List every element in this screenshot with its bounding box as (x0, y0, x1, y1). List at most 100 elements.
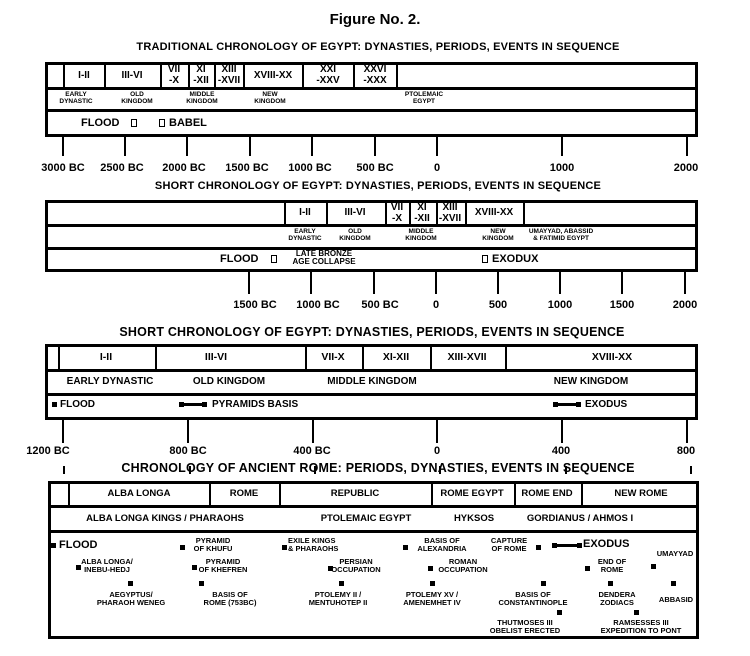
axis-tick (436, 419, 438, 443)
dynasty-label: GORDIANUS / AHMOS I (526, 513, 634, 524)
event-label: PTOLEMY II / MENTUHOTEP II (308, 590, 368, 607)
figure-title: Figure No. 2. (329, 11, 421, 28)
event-marker-icon (328, 566, 333, 571)
period-label: EARLY DYNASTIC (59, 91, 93, 105)
period-label: NEW KINGDOM (553, 376, 629, 387)
axis-tick-label: 0 (433, 445, 441, 457)
axis-tick-label: 800 BC (169, 445, 207, 457)
event-label: PYRAMID OF KHEFREN (198, 557, 248, 574)
row-divider (45, 369, 698, 372)
event-span-bar-icon (553, 544, 581, 547)
axis-tick (435, 272, 437, 294)
axis-tick-label: 1000 (549, 162, 575, 174)
axis-tick-label: 500 (488, 299, 508, 311)
cell-divider (385, 200, 387, 225)
axis-tick (684, 272, 686, 294)
event-label: RAMSESSES III EXPEDITION TO PONT (600, 618, 682, 635)
event-label: PTOLEMY XV / AMENEMHET IV (403, 590, 461, 607)
axis-tick (63, 466, 65, 474)
cell-divider (302, 62, 304, 88)
cell-divider (465, 200, 467, 225)
event-label: CAPTURE OF ROME (490, 536, 528, 553)
cell-divider (396, 62, 398, 88)
dynasty-label: HYKSOS (453, 513, 495, 524)
axis-tick-label: 500 BC (361, 299, 399, 311)
event-marker-icon (199, 581, 204, 586)
section-title: TRADITIONAL CHRONOLOGY OF EGYPT: DYNASTI… (136, 41, 620, 53)
event-marker-icon (671, 581, 676, 586)
event-marker-icon (76, 565, 81, 570)
event-marker-icon (577, 543, 582, 548)
event-marker-icon (192, 565, 197, 570)
row-divider (45, 393, 698, 396)
period-label: MIDDLE KINGDOM (186, 91, 218, 105)
dynasty-label: XVIII-XX (253, 70, 293, 81)
cell-divider (243, 62, 245, 88)
axis-tick (62, 419, 64, 443)
event-marker-icon (608, 581, 613, 586)
event-label: THUTMOSES III OBELIST ERECTED (489, 618, 561, 635)
event-marker-icon (585, 566, 590, 571)
axis-tick (312, 419, 314, 443)
axis-tick-label: 400 (551, 445, 571, 457)
event-label: EXODUS (583, 538, 630, 550)
cell-divider (155, 344, 157, 370)
event-label: ALBA LONGA/ INEBU-HEDJ (81, 557, 133, 574)
dynasty-label: ALBA LONGA KINGS / PHARAOHS (86, 513, 244, 524)
event-marker-icon (271, 255, 277, 263)
event-marker-icon (179, 402, 184, 407)
axis-tick (690, 466, 692, 474)
axis-tick (373, 272, 375, 294)
event-marker-icon (52, 402, 57, 407)
timeline-box (45, 344, 698, 420)
cell-divider (362, 344, 364, 370)
period-label: PTOLEMAIC EGYPT (404, 91, 444, 105)
event-marker-icon (651, 564, 656, 569)
dynasty-label: XI -XII (414, 202, 430, 224)
cell-divider (188, 62, 190, 88)
event-marker-icon (282, 545, 287, 550)
event-label: EXILE KINGS & PHARAOHS (288, 536, 339, 553)
event-marker-icon (576, 402, 581, 407)
period-label: OLD KINGDOM (192, 376, 266, 387)
axis-tick-label: 1500 (609, 299, 635, 311)
cell-divider (430, 344, 432, 370)
period-label: ROME EGYPT (440, 488, 504, 499)
event-label: BASIS OF ALEXANDRIA (417, 536, 467, 553)
axis-tick (621, 272, 623, 294)
cell-divider (68, 481, 70, 506)
event-marker-icon (552, 543, 557, 548)
event-marker-icon (557, 610, 562, 615)
axis-tick (311, 136, 313, 156)
period-label: NEW KINGDOM (482, 228, 514, 242)
cell-divider (160, 62, 162, 88)
axis-tick (249, 136, 251, 156)
row-divider (45, 224, 698, 227)
event-marker-icon (553, 402, 558, 407)
axis-tick (374, 136, 376, 156)
dynasty-label: XXI -XXV (316, 64, 340, 86)
event-label: PERSIAN OCCUPATION (331, 557, 381, 574)
dynasty-label: I-II (299, 207, 311, 218)
dynasty-label: XIII -XVII (438, 202, 462, 224)
event-marker-icon (202, 402, 207, 407)
period-label: MIDDLE KINGDOM (405, 228, 437, 242)
cell-divider (214, 62, 216, 88)
event-label: PYRAMIDS BASIS (212, 399, 299, 410)
period-label: EARLY DYNASTIC (66, 376, 154, 387)
axis-tick-label: 1200 BC (26, 445, 70, 457)
period-label: UMAYYAD, ABASSID & FATIMID EGYPT (528, 228, 594, 242)
axis-tick (561, 419, 563, 443)
event-label: BABEL (169, 117, 207, 129)
event-label: LATE BRONZE AGE COLLAPSE (292, 249, 356, 267)
timeline-box (48, 481, 699, 639)
dynasty-label: III-VI (344, 207, 366, 218)
section-title: SHORT CHRONOLOGY OF EGYPT: DYNASTIES, PE… (119, 325, 625, 339)
event-marker-icon (128, 581, 133, 586)
event-marker-icon (541, 581, 546, 586)
dynasty-label: XIII-XVII (447, 351, 487, 363)
cell-divider (305, 344, 307, 370)
section-title: CHRONOLOGY OF ANCIENT ROME: PERIODS, DYN… (121, 461, 635, 475)
row-divider (48, 530, 699, 533)
